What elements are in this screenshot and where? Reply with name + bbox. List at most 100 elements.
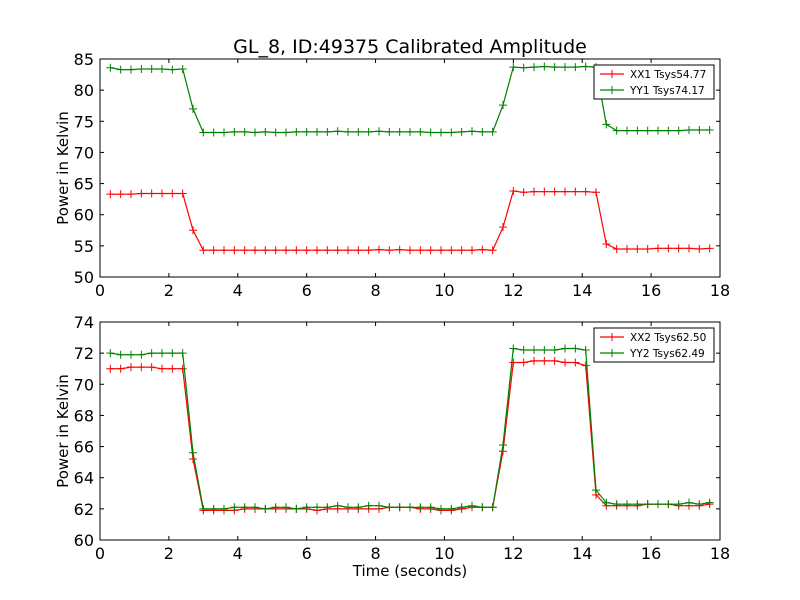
data-point: [302, 127, 311, 136]
data-point: [178, 364, 187, 373]
data-point: [375, 501, 383, 510]
y-tick-label: 75: [74, 112, 94, 131]
data-point: [127, 350, 135, 359]
x-tick-label: 2: [164, 281, 174, 300]
y-tick-label: 60: [74, 531, 94, 550]
legend: XX2 Tsys62.50 YY2 Tsys62.49: [593, 327, 715, 363]
data-point: [220, 128, 228, 137]
data-point: [550, 346, 559, 355]
legend: XX1 Tsys54.77 YY1 Tsys74.17: [593, 64, 715, 100]
data-point: [354, 246, 363, 255]
data-point: [406, 503, 414, 512]
data-point: [106, 190, 115, 199]
data-point: [282, 246, 290, 255]
y-tick-label: 60: [74, 206, 94, 225]
data-point: [240, 246, 249, 255]
x-tick-label: 0: [95, 544, 105, 563]
data-point: [654, 500, 662, 509]
data-point: [561, 63, 569, 72]
y-axis-label: Power in Kelvin: [54, 111, 72, 225]
data-point: [168, 364, 177, 373]
y-tick-label: 80: [74, 81, 94, 100]
y-tick-label: 66: [74, 438, 94, 457]
data-point: [571, 358, 580, 367]
legend-marker: [608, 349, 616, 357]
data-point: [406, 246, 414, 255]
data-point: [385, 246, 394, 255]
data-point: [168, 349, 177, 358]
legend-marker: [608, 70, 616, 78]
x-tick-label: 8: [370, 281, 380, 300]
data-point: [643, 500, 652, 509]
data-point: [509, 187, 518, 196]
data-point: [178, 349, 187, 358]
y-tick-label: 50: [74, 268, 94, 287]
data-point: [116, 350, 125, 359]
x-tick-label: 14: [572, 544, 592, 563]
x-tick-label: 6: [302, 544, 312, 563]
data-point: [633, 500, 642, 509]
data-point: [561, 358, 569, 367]
legend-marker: [608, 86, 616, 94]
data-point: [251, 503, 259, 512]
data-point: [333, 127, 342, 136]
x-tick-label: 16: [641, 544, 661, 563]
data-point: [685, 498, 693, 507]
data-point: [199, 128, 208, 137]
data-point: [333, 246, 342, 255]
data-point: [106, 349, 115, 358]
data-point: [612, 126, 621, 135]
data-point: [705, 244, 714, 253]
data-point: [540, 62, 549, 71]
data-point: [375, 127, 383, 136]
x-tick-label: 16: [641, 281, 661, 300]
data-point: [189, 448, 197, 457]
data-point: [519, 346, 528, 355]
data-point: [302, 503, 311, 512]
data-point: [127, 65, 135, 74]
data-point: [302, 246, 311, 255]
y-tick-label: 74: [74, 313, 94, 332]
data-point: [189, 226, 197, 235]
data-point: [602, 239, 611, 248]
data-point: [664, 126, 673, 135]
data-point: [354, 127, 363, 136]
data-point: [106, 63, 115, 72]
data-point: [313, 246, 321, 255]
data-point: [189, 104, 197, 113]
data-point: [168, 65, 177, 74]
data-point: [323, 503, 332, 512]
y-tick-label: 64: [74, 469, 94, 488]
data-point: [447, 504, 456, 513]
data-point: [674, 126, 683, 135]
data-point: [271, 503, 280, 512]
data-point: [623, 126, 631, 135]
data-point: [261, 246, 270, 255]
data-point: [695, 244, 704, 253]
plot-frame: [99, 58, 721, 278]
data-point: [416, 246, 425, 255]
x-tick-label: 4: [233, 281, 243, 300]
data-point: [705, 498, 714, 507]
legend-label: XX1 Tsys54.77: [630, 69, 706, 81]
data-point: [457, 246, 466, 255]
data-point: [344, 127, 352, 136]
data-point: [344, 503, 352, 512]
data-point: [271, 246, 280, 255]
legend-label: YY2 Tsys62.49: [629, 348, 705, 360]
data-point: [209, 504, 218, 513]
data-point: [261, 127, 270, 136]
data-point: [240, 503, 249, 512]
data-point: [530, 346, 538, 355]
data-point: [519, 358, 528, 367]
data-point: [333, 501, 342, 510]
data-point: [592, 188, 600, 197]
legend-label: YY1 Tsys74.17: [629, 85, 705, 97]
data-point: [385, 127, 394, 136]
data-point: [468, 246, 476, 255]
data-point: [251, 246, 259, 255]
data-point: [592, 486, 600, 495]
y-tick-label: 70: [74, 375, 94, 394]
x-tick-label: 12: [503, 544, 523, 563]
